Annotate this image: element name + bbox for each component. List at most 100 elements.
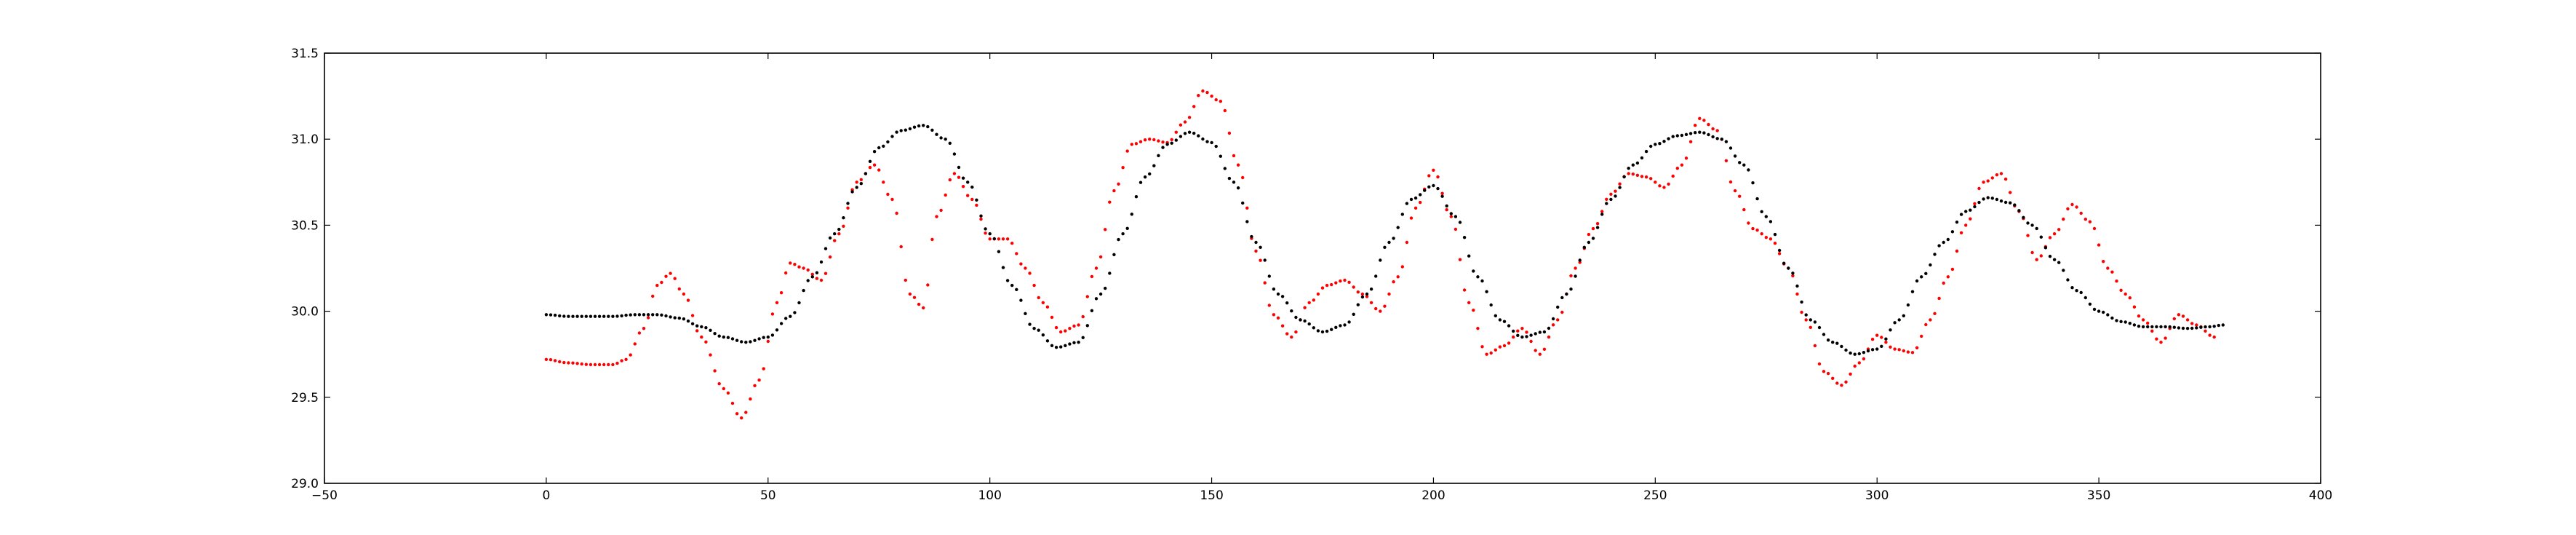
data-point — [1870, 338, 1875, 341]
data-point — [1010, 242, 1014, 245]
data-point — [1694, 131, 1697, 135]
data-point — [2177, 326, 2181, 330]
data-point — [815, 271, 819, 274]
data-point — [1436, 175, 1440, 179]
data-point — [1857, 352, 1861, 356]
data-point — [637, 313, 642, 317]
data-point — [1032, 283, 1036, 288]
data-point — [1738, 194, 1742, 198]
data-point — [2190, 326, 2194, 330]
data-point — [1467, 301, 1471, 304]
data-point — [1870, 348, 1875, 352]
data-point — [1059, 330, 1063, 334]
data-point — [749, 340, 752, 344]
data-point — [1973, 202, 1977, 205]
data-point — [1809, 318, 1812, 322]
data-point — [549, 358, 553, 362]
data-point — [1875, 333, 1879, 337]
y-tick-label: 31.5 — [291, 47, 319, 61]
data-point — [1565, 292, 1568, 296]
data-point — [1462, 236, 1467, 239]
data-point — [660, 313, 663, 317]
data-point — [1174, 130, 1179, 134]
data-point — [2132, 305, 2137, 309]
data-point — [664, 314, 668, 318]
data-point — [1254, 240, 1258, 245]
data-point — [1409, 197, 1413, 202]
data-point — [2141, 325, 2145, 329]
data-point — [1880, 336, 1883, 339]
data-point — [1875, 347, 1879, 351]
data-point — [2097, 243, 2101, 247]
data-point — [2115, 280, 2118, 283]
data-point — [1826, 371, 1830, 376]
data-point — [1667, 137, 1670, 140]
data-point — [1751, 226, 1755, 231]
data-point — [908, 127, 912, 131]
data-point — [1365, 292, 1369, 296]
data-point — [2208, 333, 2212, 337]
data-point — [1010, 283, 1014, 288]
data-point — [1059, 345, 1063, 349]
data-point — [1236, 186, 1240, 190]
data-point — [2110, 270, 2114, 274]
data-point — [1334, 281, 1338, 285]
data-point — [1560, 310, 1564, 314]
data-point — [1001, 266, 1005, 269]
x-tick-label: 200 — [1421, 488, 1445, 503]
data-point — [1813, 344, 1817, 348]
data-point — [1986, 196, 1990, 199]
data-point — [1662, 140, 1666, 143]
data-point — [1644, 175, 1648, 179]
data-point — [646, 316, 650, 320]
data-point — [819, 278, 824, 282]
data-point — [930, 237, 934, 242]
data-point — [1440, 191, 1444, 195]
data-point — [2092, 226, 2097, 231]
data-point — [2106, 313, 2110, 317]
data-point — [1724, 140, 1728, 143]
data-point — [917, 124, 921, 128]
data-point — [709, 328, 712, 332]
data-point — [775, 328, 779, 332]
data-point — [1929, 318, 1932, 322]
data-point — [1702, 119, 1706, 122]
data-point — [1605, 202, 1608, 205]
data-point — [567, 361, 570, 365]
data-point — [904, 128, 908, 132]
data-point — [549, 313, 553, 317]
data-point — [664, 274, 668, 278]
data-point — [1862, 351, 1866, 354]
data-point — [1999, 172, 2003, 175]
data-point — [1587, 240, 1591, 245]
data-point — [2079, 290, 2083, 295]
data-point — [1352, 285, 1355, 289]
data-point — [2204, 325, 2207, 329]
data-point — [2062, 269, 2065, 272]
data-point — [1312, 298, 1316, 302]
x-axis-ticks: −50 0 50 100 150 200 250 300 350 400 — [311, 53, 2332, 503]
data-point — [1516, 329, 1520, 333]
data-point — [1747, 221, 1750, 225]
data-point — [1214, 144, 1218, 148]
data-point — [1644, 149, 1648, 154]
y-axis-ticks: 29.0 29.5 30.0 30.5 31.0 31.5 — [291, 47, 2321, 491]
data-point — [602, 314, 606, 318]
data-point — [2075, 289, 2078, 293]
data-point — [1236, 163, 1240, 167]
data-point — [1684, 132, 1688, 136]
data-point — [660, 280, 663, 285]
data-point — [1125, 149, 1129, 153]
data-point — [984, 231, 987, 235]
data-point — [1045, 305, 1050, 309]
data-point — [651, 313, 655, 317]
data-point — [1290, 335, 1293, 339]
data-point — [1733, 154, 1737, 158]
data-point — [957, 165, 961, 170]
data-point — [1263, 258, 1267, 262]
data-point — [2022, 215, 2025, 219]
data-point — [957, 175, 961, 179]
data-point — [886, 140, 890, 144]
data-point — [1383, 245, 1387, 249]
